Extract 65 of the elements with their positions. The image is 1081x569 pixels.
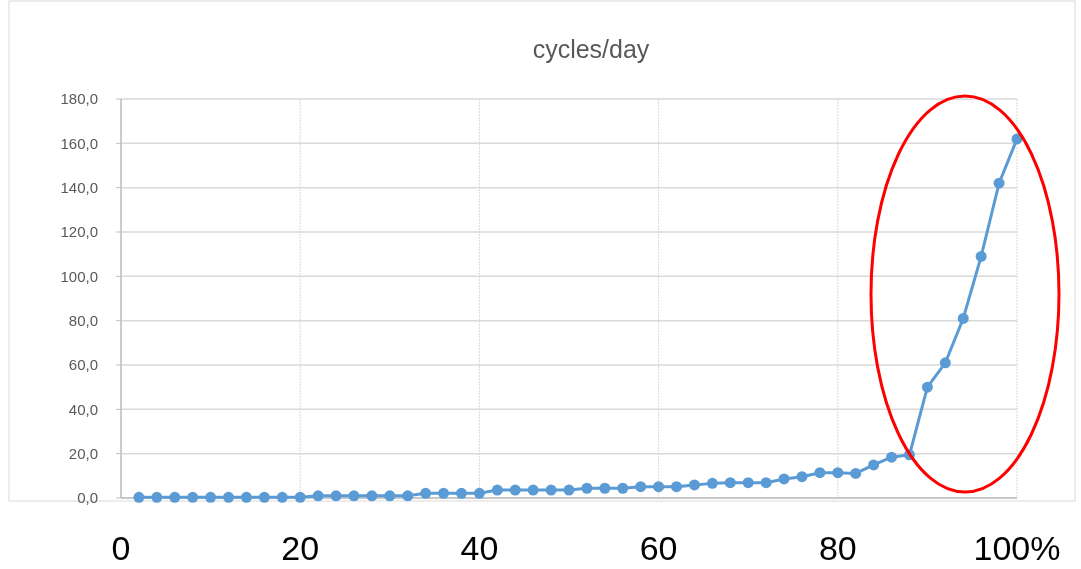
point bbox=[724, 477, 736, 489]
x-tick-label: 80 bbox=[818, 529, 857, 567]
point bbox=[868, 459, 880, 471]
point bbox=[635, 481, 647, 493]
point bbox=[294, 491, 306, 503]
point bbox=[276, 491, 288, 503]
point bbox=[814, 467, 826, 479]
point bbox=[653, 481, 665, 493]
point bbox=[384, 490, 396, 502]
point bbox=[617, 482, 629, 494]
point bbox=[760, 477, 772, 489]
y-tick-label: 80,0 bbox=[68, 311, 98, 329]
y-tick-label: 20,0 bbox=[68, 444, 98, 462]
point bbox=[939, 357, 951, 369]
point bbox=[796, 471, 808, 483]
x-tick-label: 60 bbox=[639, 529, 678, 567]
point bbox=[133, 491, 145, 503]
point bbox=[778, 473, 790, 485]
point bbox=[688, 479, 700, 491]
point bbox=[223, 491, 235, 503]
point bbox=[151, 491, 163, 503]
y-tick-label: 160,0 bbox=[60, 134, 98, 152]
point bbox=[312, 490, 324, 502]
point bbox=[509, 484, 521, 496]
point bbox=[187, 491, 199, 503]
point bbox=[473, 487, 485, 499]
point bbox=[671, 481, 683, 493]
point bbox=[438, 487, 450, 499]
y-tick-label: 180,0 bbox=[60, 90, 98, 108]
chart-title: cycles/day bbox=[532, 35, 650, 63]
point bbox=[402, 490, 414, 502]
point bbox=[921, 381, 933, 393]
y-tick-label: 140,0 bbox=[60, 178, 98, 196]
point bbox=[850, 467, 862, 479]
x-tick-label: 40 bbox=[460, 529, 499, 567]
point bbox=[742, 477, 754, 489]
point bbox=[886, 451, 898, 463]
x-tick-label: 100% bbox=[973, 529, 1061, 567]
point bbox=[205, 491, 217, 503]
y-tick-label: 0,0 bbox=[77, 489, 98, 507]
y-tick-label: 100,0 bbox=[60, 267, 98, 285]
y-tick-label: 60,0 bbox=[68, 356, 98, 374]
point bbox=[330, 490, 342, 502]
point bbox=[258, 491, 270, 503]
y-tick-label: 120,0 bbox=[60, 223, 98, 241]
point bbox=[563, 484, 575, 496]
point bbox=[545, 484, 557, 496]
point bbox=[527, 484, 539, 496]
point bbox=[240, 491, 252, 503]
point bbox=[599, 482, 611, 494]
point bbox=[581, 482, 593, 494]
point bbox=[975, 250, 987, 262]
point bbox=[957, 312, 969, 324]
point bbox=[348, 490, 360, 502]
x-tick-label: 0 bbox=[111, 529, 131, 567]
point bbox=[993, 177, 1005, 189]
point bbox=[455, 487, 467, 499]
x-tick-label: 20 bbox=[281, 529, 320, 567]
y-tick-label: 40,0 bbox=[68, 400, 98, 418]
point bbox=[491, 484, 503, 496]
point bbox=[706, 477, 718, 489]
point bbox=[366, 490, 378, 502]
point bbox=[832, 467, 844, 479]
point bbox=[169, 491, 181, 503]
point bbox=[420, 487, 432, 499]
